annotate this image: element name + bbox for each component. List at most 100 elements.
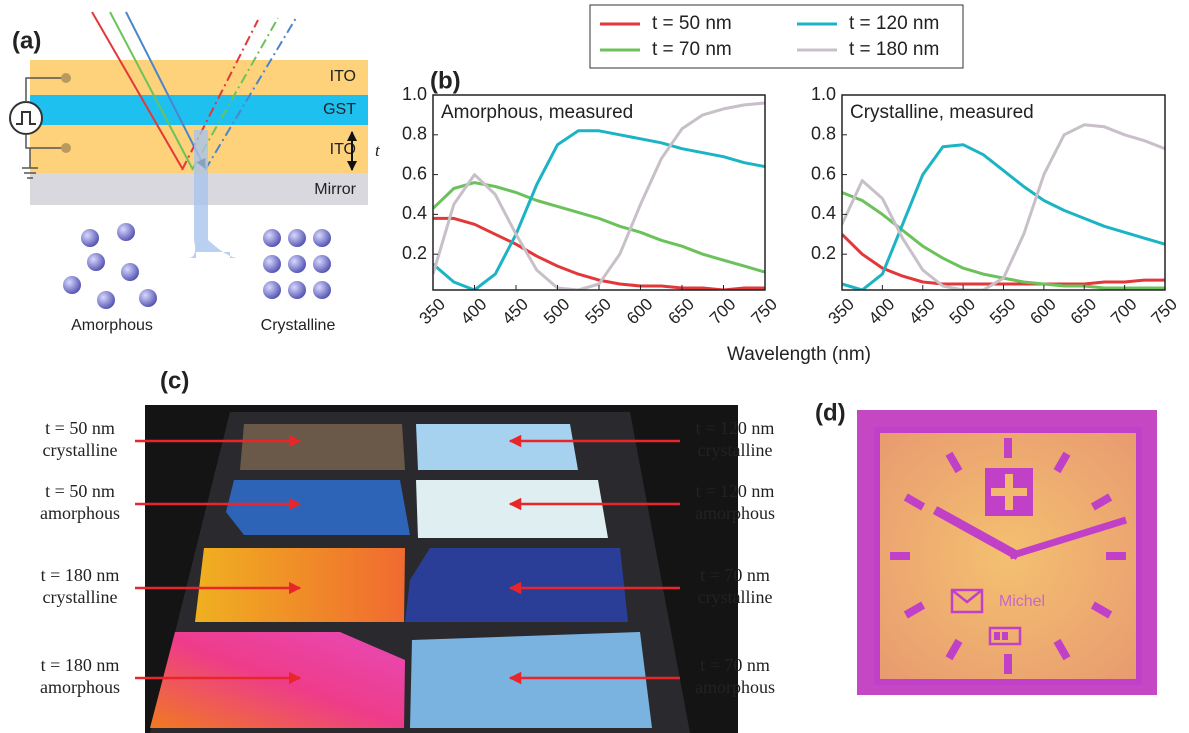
x-tick-label: 750 xyxy=(748,295,781,328)
x-tick-label: 450 xyxy=(499,295,532,328)
sample xyxy=(195,548,405,622)
plot-frame xyxy=(841,94,1166,291)
y-tick-label: 0.4 xyxy=(402,203,427,223)
y-tick-label: 0.8 xyxy=(402,124,427,144)
series-line xyxy=(842,233,1165,286)
sample xyxy=(416,424,578,470)
layer-label: Mirror xyxy=(314,181,356,198)
panel-label: (c) xyxy=(160,367,189,394)
legend-label: t = 120 nm xyxy=(849,13,939,34)
clock-tick xyxy=(903,601,926,619)
sample xyxy=(150,632,405,728)
series-line xyxy=(842,191,1165,290)
annotation: t = 70 nm xyxy=(700,565,770,585)
series-line xyxy=(842,143,1165,290)
pulse xyxy=(16,111,36,125)
y-tick-label: 0.8 xyxy=(811,124,836,144)
clock-tick xyxy=(1053,638,1071,661)
panel-label: (d) xyxy=(815,399,846,426)
y-tick-label: 0.6 xyxy=(811,163,836,183)
x-axis-label: Wavelength (nm) xyxy=(727,344,871,365)
contact xyxy=(61,73,71,83)
y-tick-label: 1.0 xyxy=(402,84,427,104)
x-tick-label: 400 xyxy=(865,295,898,328)
x-tick-label: 750 xyxy=(1148,295,1181,328)
x-tick-label: 350 xyxy=(416,295,449,328)
source xyxy=(9,101,43,135)
clock-text: Michel xyxy=(999,593,1045,610)
y-tick-label: 0.2 xyxy=(402,243,427,263)
atoms xyxy=(63,223,331,309)
y-tick-label: 0.4 xyxy=(811,203,836,223)
annotation: amorphous xyxy=(695,503,775,523)
series-line xyxy=(433,181,765,274)
annotation: t = 70 nm xyxy=(700,655,770,675)
clock-tick xyxy=(1090,493,1113,511)
wire xyxy=(22,77,66,179)
annotation: amorphous xyxy=(40,503,120,523)
annotation: t = 50 nm xyxy=(45,418,115,438)
clock-tick xyxy=(945,638,963,661)
clock-tick xyxy=(1053,451,1071,474)
legend xyxy=(589,4,964,69)
series-line xyxy=(433,216,765,290)
y-tick-label: 0.6 xyxy=(402,163,427,183)
annotation: t = 180 nm xyxy=(41,565,120,585)
layer-label: ITO xyxy=(330,68,356,85)
x-tick-label: 700 xyxy=(706,295,739,328)
ray xyxy=(91,11,183,169)
y-tick-label: 1.0 xyxy=(811,84,836,104)
annotation: crystalline xyxy=(698,587,773,607)
annotation: t = 180 nm xyxy=(41,655,120,675)
x-tick-label: 700 xyxy=(1107,295,1140,328)
legend-label: t = 50 nm xyxy=(652,13,732,34)
panel-label: (b) xyxy=(430,67,461,94)
legend-label: t = 70 nm xyxy=(652,39,732,60)
x-tick-label: 600 xyxy=(623,295,656,328)
layer-label: GST xyxy=(323,101,356,118)
clock xyxy=(890,438,1128,674)
plot-frame xyxy=(432,94,766,291)
annotation: crystalline xyxy=(698,440,773,460)
clock-tick xyxy=(903,493,926,511)
atoms-label: Crystalline xyxy=(261,317,336,334)
x-tick-label: 400 xyxy=(457,295,490,328)
annotation: amorphous xyxy=(695,677,775,697)
sample xyxy=(405,548,628,622)
x-tick-label: 650 xyxy=(1067,295,1100,328)
annotation: t = 120 nm xyxy=(696,481,775,501)
x-tick-label: 500 xyxy=(946,295,979,328)
x-tick-label: 650 xyxy=(665,295,698,328)
layer xyxy=(30,60,368,95)
contact xyxy=(61,143,71,153)
x-tick-label: 450 xyxy=(905,295,938,328)
sample xyxy=(226,480,410,535)
ray xyxy=(125,11,206,169)
chart-title: Amorphous, measured xyxy=(441,102,633,123)
ray xyxy=(204,17,297,171)
clock-tick xyxy=(945,451,963,474)
sample xyxy=(240,424,405,470)
annotation: amorphous xyxy=(40,677,120,697)
atoms-label: Amorphous xyxy=(71,317,153,334)
chart-title: Crystalline, measured xyxy=(850,102,1034,123)
x-tick-label: 550 xyxy=(582,295,615,328)
sample xyxy=(416,480,608,538)
annotation: t = 120 nm xyxy=(696,418,775,438)
x-tick-label: 500 xyxy=(540,295,573,328)
panel-d: (d) Michel xyxy=(815,399,1157,695)
annotation: crystalline xyxy=(43,587,118,607)
heat-arrow xyxy=(188,130,238,258)
sample xyxy=(410,632,652,728)
thickness-label: t xyxy=(375,141,381,160)
x-tick-label: 600 xyxy=(1026,295,1059,328)
series-line xyxy=(433,129,765,290)
x-tick-label: 550 xyxy=(986,295,1019,328)
clock-tick xyxy=(1090,601,1113,619)
annotation: t = 50 nm xyxy=(45,481,115,501)
legend-label: t = 180 nm xyxy=(849,39,939,60)
y-tick-label: 0.2 xyxy=(811,243,836,263)
layer-label: ITO xyxy=(330,141,356,158)
